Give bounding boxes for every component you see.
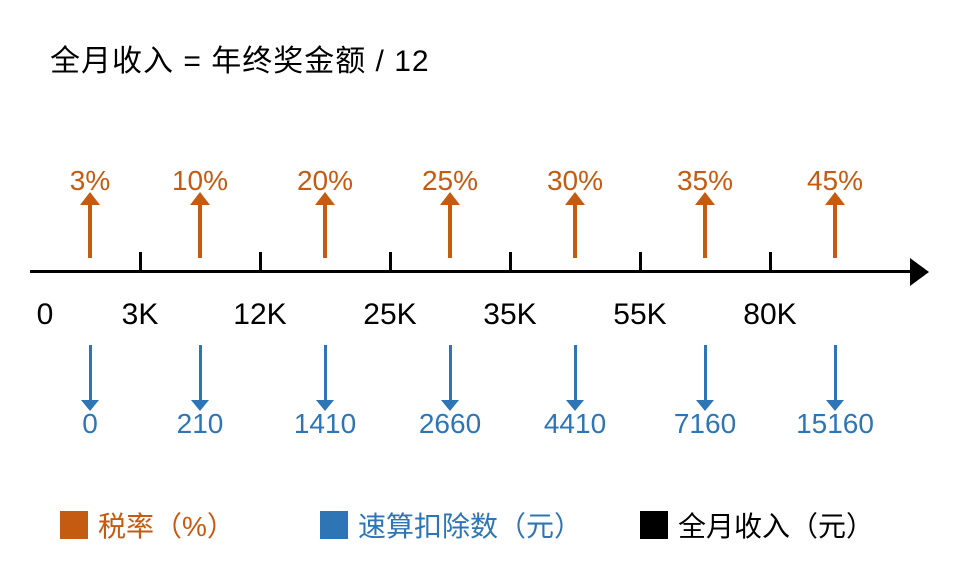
axis-tick (509, 252, 512, 273)
rate-arrow-shaft (88, 205, 92, 258)
deduct-arrow-shaft (324, 345, 327, 400)
bracket-label: 0 (37, 298, 54, 332)
axis-tick (639, 252, 642, 273)
bracket-label: 55K (613, 298, 666, 332)
legend-item: 速算扣除数（元） (320, 505, 582, 545)
legend-item: 全月收入（元） (640, 505, 874, 545)
rate-arrow-shaft (448, 205, 452, 258)
rate-arrow-icon (80, 192, 100, 205)
axis-line (30, 270, 910, 273)
deduct-arrow-shaft (704, 345, 707, 400)
rate-arrow-icon (315, 192, 335, 205)
deduct-label: 7160 (674, 408, 736, 440)
axis-tick (769, 252, 772, 273)
deduct-arrow-shaft (199, 345, 202, 400)
rate-arrow-shaft (703, 205, 707, 258)
deduct-arrow-shaft (834, 345, 837, 400)
legend-item: 税率（%） (60, 505, 235, 545)
axis-arrowhead (910, 258, 929, 286)
legend-swatch (640, 511, 668, 539)
legend-label: 全月收入（元） (678, 505, 874, 545)
legend-label: 速算扣除数（元） (358, 505, 582, 545)
legend-label: 税率（%） (98, 505, 235, 545)
deduct-label: 2660 (419, 408, 481, 440)
deduct-label: 1410 (294, 408, 356, 440)
rate-arrow-icon (190, 192, 210, 205)
deduct-label: 0 (82, 408, 98, 440)
deduct-label: 4410 (544, 408, 606, 440)
deduct-arrow-shaft (574, 345, 577, 400)
rate-arrow-shaft (573, 205, 577, 258)
rate-arrow-shaft (198, 205, 202, 258)
rate-arrow-icon (825, 192, 845, 205)
bracket-label: 25K (363, 298, 416, 332)
deduct-arrow-shaft (89, 345, 92, 400)
bracket-label: 80K (743, 298, 796, 332)
deduct-arrow-shaft (449, 345, 452, 400)
bracket-label: 3K (122, 298, 159, 332)
legend-swatch (320, 511, 348, 539)
rate-arrow-icon (440, 192, 460, 205)
rate-arrow-shaft (833, 205, 837, 258)
deduct-label: 210 (177, 408, 224, 440)
axis-tick (139, 252, 142, 273)
rate-arrow-shaft (323, 205, 327, 258)
bracket-label: 35K (483, 298, 536, 332)
axis-tick (259, 252, 262, 273)
rate-arrow-icon (695, 192, 715, 205)
axis-tick (389, 252, 392, 273)
bracket-label: 12K (233, 298, 286, 332)
formula-text: 全月收入 = 年终奖金额 / 12 (50, 36, 430, 80)
legend-swatch (60, 511, 88, 539)
rate-arrow-icon (565, 192, 585, 205)
deduct-label: 15160 (796, 408, 874, 440)
